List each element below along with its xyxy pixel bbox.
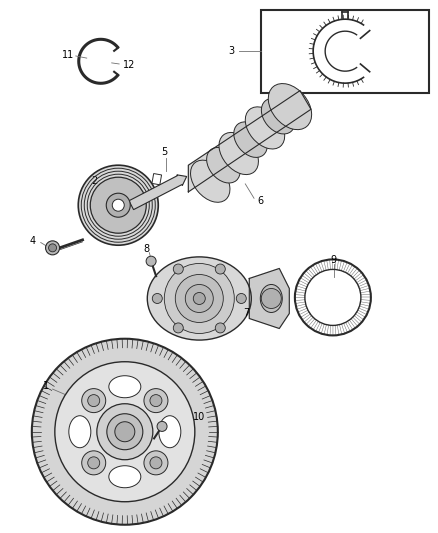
Ellipse shape bbox=[261, 99, 295, 134]
Circle shape bbox=[173, 264, 183, 274]
Text: 9: 9 bbox=[331, 255, 337, 265]
Text: 8: 8 bbox=[144, 245, 150, 254]
Circle shape bbox=[193, 293, 205, 304]
Circle shape bbox=[90, 177, 146, 233]
Circle shape bbox=[164, 263, 234, 334]
Circle shape bbox=[146, 256, 156, 266]
Ellipse shape bbox=[159, 416, 181, 448]
Circle shape bbox=[107, 414, 143, 450]
Text: 4: 4 bbox=[30, 236, 36, 246]
Text: 3: 3 bbox=[228, 46, 234, 56]
Circle shape bbox=[152, 294, 162, 303]
Circle shape bbox=[236, 294, 246, 303]
Ellipse shape bbox=[268, 84, 311, 130]
Circle shape bbox=[215, 323, 225, 333]
Ellipse shape bbox=[109, 466, 141, 488]
Text: 5: 5 bbox=[161, 147, 167, 157]
Ellipse shape bbox=[207, 148, 240, 183]
Text: 2: 2 bbox=[91, 176, 97, 186]
Text: 11: 11 bbox=[62, 50, 74, 60]
Text: 1: 1 bbox=[43, 382, 49, 391]
Text: 7: 7 bbox=[243, 309, 249, 318]
Circle shape bbox=[150, 394, 162, 407]
Ellipse shape bbox=[219, 132, 258, 175]
Circle shape bbox=[88, 457, 100, 469]
Circle shape bbox=[173, 323, 183, 333]
Circle shape bbox=[106, 193, 130, 217]
Ellipse shape bbox=[260, 285, 282, 312]
Circle shape bbox=[261, 288, 281, 309]
Circle shape bbox=[55, 362, 195, 502]
Circle shape bbox=[185, 285, 213, 312]
Ellipse shape bbox=[245, 107, 285, 149]
Circle shape bbox=[150, 457, 162, 469]
Circle shape bbox=[157, 422, 167, 431]
Circle shape bbox=[82, 389, 106, 413]
Text: 6: 6 bbox=[258, 197, 264, 206]
Ellipse shape bbox=[191, 160, 230, 203]
Circle shape bbox=[175, 274, 223, 322]
FancyArrow shape bbox=[129, 175, 187, 209]
Circle shape bbox=[115, 422, 135, 442]
Text: 10: 10 bbox=[193, 412, 205, 422]
Ellipse shape bbox=[69, 416, 91, 448]
Polygon shape bbox=[188, 91, 311, 192]
Circle shape bbox=[82, 451, 106, 475]
Circle shape bbox=[78, 165, 158, 245]
Polygon shape bbox=[249, 269, 289, 328]
Circle shape bbox=[49, 244, 57, 252]
Circle shape bbox=[112, 199, 124, 211]
Circle shape bbox=[144, 451, 168, 475]
Ellipse shape bbox=[109, 376, 141, 398]
Circle shape bbox=[46, 241, 60, 255]
Circle shape bbox=[144, 389, 168, 413]
Circle shape bbox=[32, 339, 218, 524]
Ellipse shape bbox=[147, 257, 251, 340]
Circle shape bbox=[215, 264, 225, 274]
Bar bbox=[152, 174, 162, 185]
Circle shape bbox=[97, 403, 153, 460]
Bar bbox=[261, 10, 429, 93]
Text: 12: 12 bbox=[123, 60, 135, 70]
Circle shape bbox=[88, 394, 100, 407]
Ellipse shape bbox=[234, 122, 267, 157]
